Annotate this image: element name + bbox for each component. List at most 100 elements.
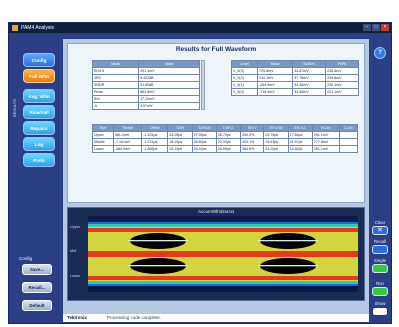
mean-col-header: Mean [257,60,294,68]
help-icon[interactable]: ? [374,47,386,59]
table-cell: -1.101ps [141,131,169,139]
table-cell: 5.422dB [138,74,200,82]
table-cell: -254.9mV [257,81,294,89]
table-cell: 261.1mV [311,145,340,153]
recall-config-button[interactable]: Recall... [22,282,52,293]
table-cell: V_0(3) [230,67,259,75]
nav-rise-fall-button[interactable]: Rise/Fall [23,105,55,119]
table-cell: 28.60ps [191,138,217,146]
table-cell: -484.0mV [112,145,143,153]
pam4-analysis-window: PAM4 Analysis – □ × RESULTS Config Full … [8,22,392,324]
nav-full-wfm-button[interactable]: Full Wfm [23,69,55,83]
pkpk-col-header: PkPk [325,60,359,68]
table-cell: 15.43pk [263,138,289,146]
table-cell: 23.20pk [263,145,289,153]
table-cell: 29.40ps [191,145,217,153]
eye-y-label-mid: Mid [70,249,77,253]
tektronix-logo: Tektronix [67,315,87,320]
nav-config-button[interactable]: Config [23,53,55,67]
table-row: VEC 5.422dB [91,74,200,82]
eye-table-col-header: Offset [141,124,169,132]
table-cell: -1.806ps [141,145,169,153]
nav-repairs-button[interactable]: Repairs [23,121,55,135]
maximize-icon[interactable]: □ [372,24,380,31]
title-bar: PAM4 Analysis – □ × [9,23,391,33]
table-cell: EH4.5 [91,67,140,75]
eye-diagram-panel: AccumWfmDat.txt Upper Mid Lower [67,207,365,301]
eye-table-col-header: L-Lev [338,124,358,132]
results-side-label: RESULTS [12,99,17,118]
table-row: Middle -7.161mV -1.231ps 18.15ps 28.60ps 22.3… [92,138,358,146]
eye-table-col-header: T-EH-L [215,124,242,132]
table-cell: 3.97mV [138,102,200,110]
eye-diagram-plot [88,216,358,292]
table-cell [338,131,358,139]
eye-diagram-title: AccumWfmDat.txt [197,209,234,214]
table-cell: 27.09ps [191,131,217,139]
table-cell: -1.231ps [141,138,169,146]
table-row: V_0(3) 725.8mV 34.87mV 228.6mV [230,67,359,75]
save-config-button[interactable]: Save... [22,264,52,275]
nav-avg-wfm-button[interactable]: Avg. Wfm [23,89,55,103]
status-bar: Tektronix Processing code complete. [63,314,369,322]
table-cell: 34.38mV [292,81,327,89]
table-cell: Pmax [91,88,140,96]
table-cell: 239.8mV [325,74,359,82]
table-cell: Middle [92,138,114,146]
table-cell: Upper [92,131,114,139]
table-row: V_0(0) -716.4mV 33.56mV 221.1mV [230,88,359,96]
close-icon[interactable]: × [381,24,389,31]
table-row: V_0(2) 240.1mV 37.76mV 239.8mV [230,74,359,82]
nav-prefs-button[interactable]: Prefs [23,153,55,167]
app-icon [12,25,18,31]
table-cell: -7.161mV [112,138,143,146]
nav-log-button[interactable]: Log [23,137,55,151]
eye-table-col-header: EH-V [240,124,265,132]
table-cell: 291.1mV [138,67,200,75]
table-cell [338,145,358,153]
table-cell: 481.2mV [112,131,143,139]
table-cell: 240.1mV [257,74,294,82]
table-row: Rm 17.22mV [91,95,200,103]
single-button[interactable] [372,264,388,273]
config-section-label: Config [19,256,33,261]
eye-table: Eye Thresh Offset T-EH T-EH-M T-EH-L EH-V EH-V-… [92,124,358,153]
table-cell [338,138,358,146]
level-col-header: Level [230,60,259,68]
table-cell: V_0(2) [230,74,259,82]
default-config-button[interactable]: Default [22,300,52,311]
table-cell: 22.75pk [263,131,289,139]
clear-button[interactable]: ✕ [372,226,388,235]
table-cell: 14.82pk [287,145,313,153]
window-title: PAM4 Analysis [21,25,54,31]
table-cell: 291.1mV [311,131,340,139]
table-row: V_0(1) -254.9mV 34.38mV 230.1mV [230,81,359,89]
table-cell: 37.76mV [292,74,327,82]
table-cell: 22.33ps [215,138,242,146]
run-label: Run [376,281,384,286]
minimize-icon[interactable]: – [363,24,371,31]
eye-table-col-header: EH-V-L [287,124,313,132]
table-row: Upper 481.2mV -1.101ps 24.05ps 27.09ps 28.72p… [92,131,358,139]
table-cell: 17.84pk [287,131,313,139]
stddev-col-header: StdDev [292,60,327,68]
table-row: Jt 3.97mV [91,102,200,110]
table-row: EH4.5 291.1mV [91,67,200,75]
eye-table-col-header: H-Lev [311,124,340,132]
eye-y-label-upper: Upper [70,225,81,229]
table-cell: 200.3% [240,131,265,139]
run-button[interactable] [372,287,388,296]
table-cell: 31.69dB [138,81,200,89]
table-cell: 230.1mV [325,81,359,89]
table-cell: 683.8mV [138,88,200,96]
table-cell: V_0(0) [230,88,259,96]
recall-button[interactable] [372,245,388,254]
eye-table-col-header: EH-V-M [263,124,289,132]
table-cell: 29.69ps [215,145,242,153]
table-cell: V_0(1) [230,81,259,89]
results-panel: Results for Full Waveform Meas Value EH4… [67,43,365,203]
show-plots-button[interactable] [372,307,388,316]
table-cell: 24.05ps [167,131,193,139]
table-cell: 364.6% [240,145,265,153]
measurement-scrollbar[interactable] [201,60,205,110]
